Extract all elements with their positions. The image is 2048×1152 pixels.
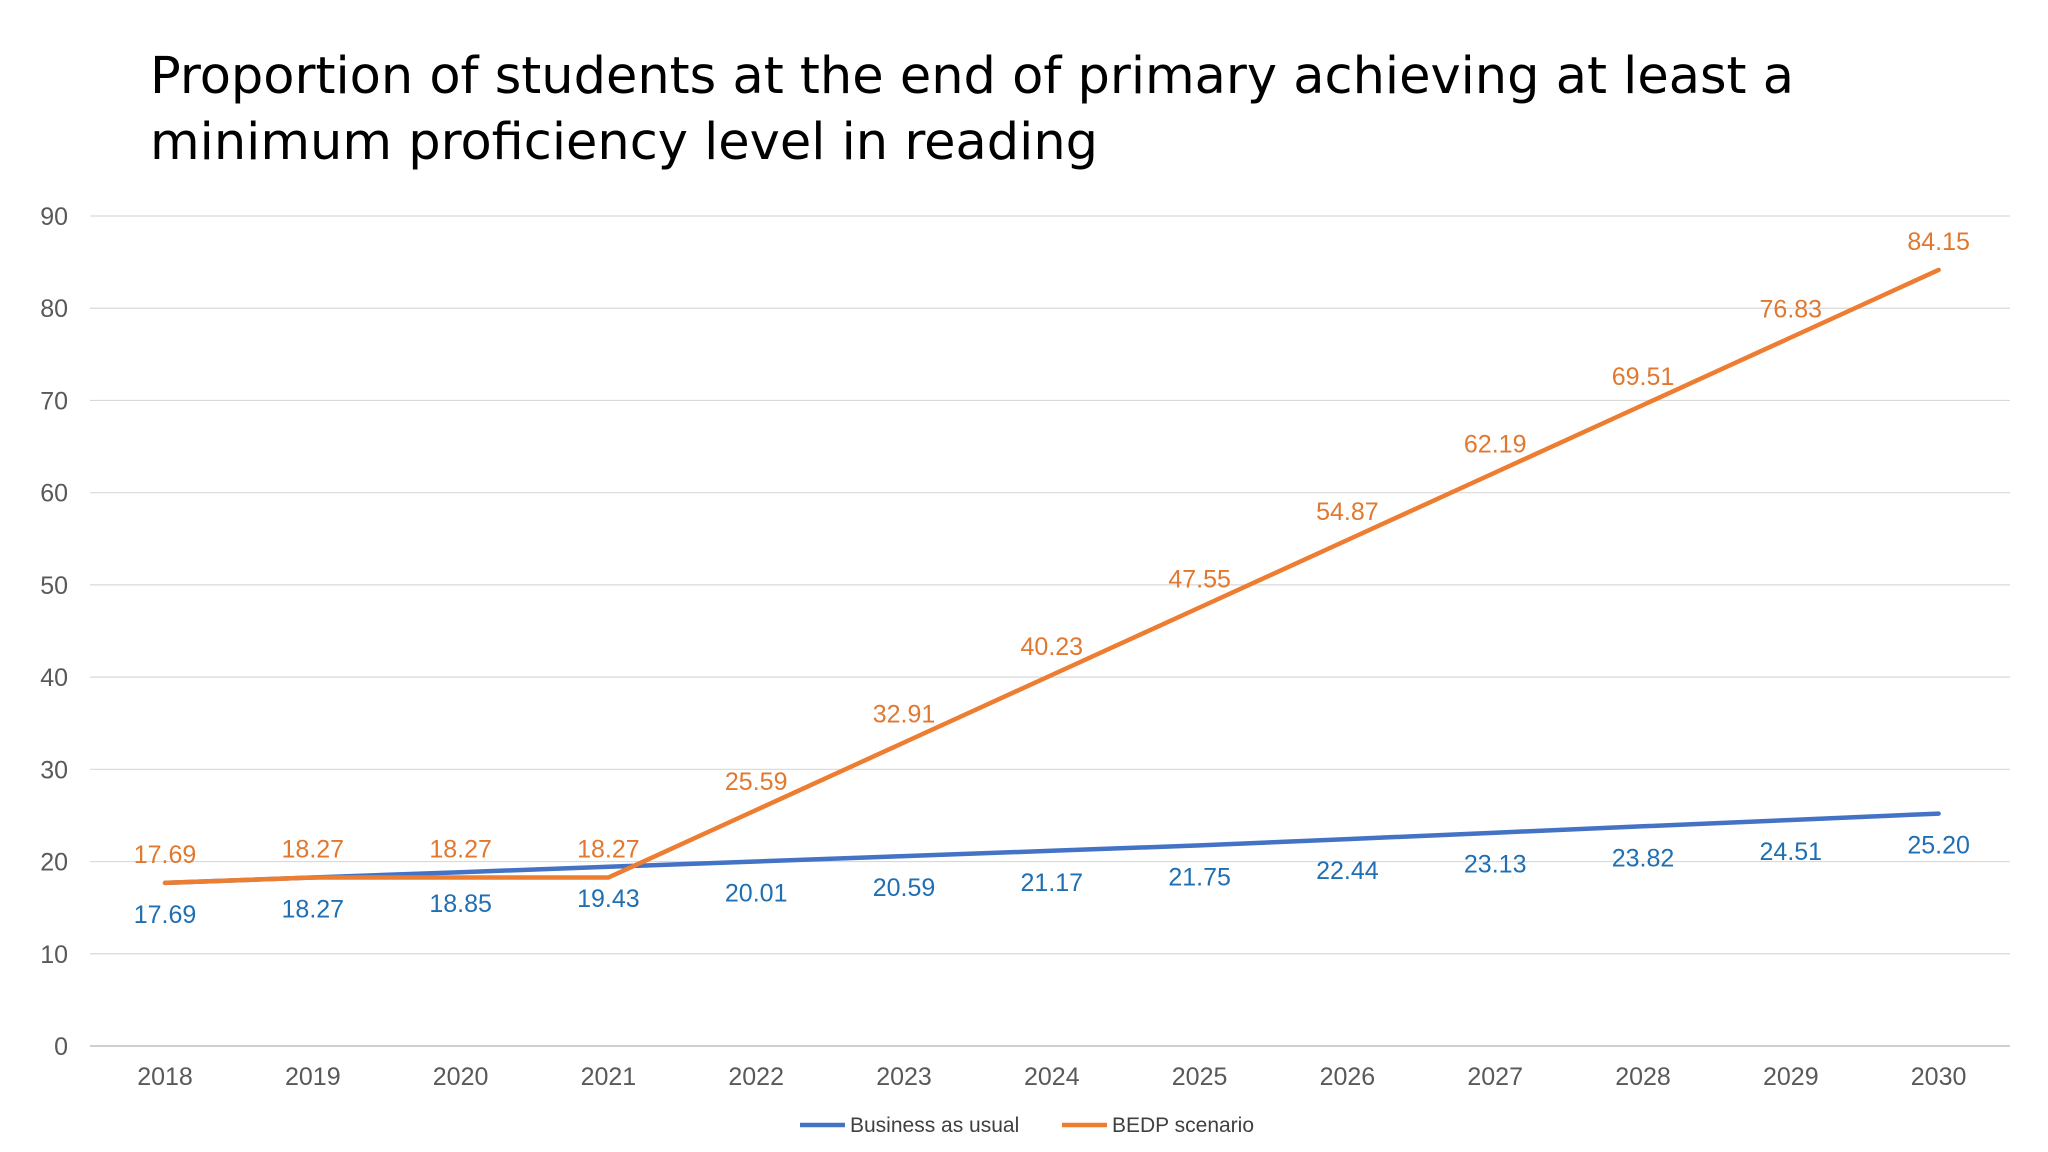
x-tick-label: 2026: [1320, 1063, 1376, 1091]
legend-label: Business as usual: [850, 1114, 1019, 1137]
data-label: 23.82: [1612, 844, 1675, 872]
data-label: 21.75: [1168, 863, 1231, 891]
chart-title: Proportion of students at the end of pri…: [150, 44, 1950, 176]
x-tick-label: 2023: [876, 1063, 932, 1091]
data-label: 62.19: [1464, 430, 1527, 458]
gridlines: [90, 215, 2010, 1047]
chart-title-line-1: Proportion of students at the end of pri…: [150, 47, 1795, 106]
x-axis-tick-labels: 2018 2019 2020 2021 2022 2023 2024 2025 2026 2027…: [137, 1063, 1966, 1091]
y-tick-label: 10: [40, 941, 68, 969]
data-label: 25.20: [1907, 832, 1970, 860]
x-tick-label: 2029: [1763, 1063, 1819, 1091]
chart-title-line-2: minimum proficiency level in reading: [150, 113, 1099, 172]
y-tick-label: 80: [40, 295, 68, 323]
data-label: 23.13: [1464, 851, 1527, 879]
legend-label: BEDP scenario: [1112, 1114, 1254, 1137]
data-label: 17.69: [134, 901, 197, 929]
data-label: 18.27: [429, 836, 492, 864]
x-tick-label: 2018: [137, 1063, 193, 1091]
data-label: 25.59: [725, 768, 788, 796]
data-label: 18.85: [429, 890, 492, 918]
data-label: 24.51: [1760, 838, 1823, 866]
data-label: 76.83: [1760, 295, 1823, 323]
x-tick-label: 2020: [433, 1063, 489, 1091]
data-label: 20.59: [873, 874, 936, 902]
data-label: 18.27: [282, 836, 345, 864]
x-tick-label: 2028: [1615, 1063, 1671, 1091]
x-tick-label: 2022: [728, 1063, 784, 1091]
y-tick-label: 20: [40, 849, 68, 877]
x-tick-label: 2021: [581, 1063, 637, 1091]
data-label: 54.87: [1316, 498, 1379, 526]
data-label: 40.23: [1021, 633, 1084, 661]
data-label: 18.27: [282, 896, 345, 924]
x-tick-label: 2019: [285, 1063, 341, 1091]
data-labels: 17.69 18.27 18.85 19.43 20.01 20.59 21.17 21.75…: [134, 228, 1970, 929]
data-label: 69.51: [1612, 363, 1675, 391]
data-label: 21.17: [1021, 869, 1084, 897]
data-label: 32.91: [873, 700, 936, 728]
legend: Business as usual BEDP scenario: [800, 1114, 1254, 1137]
data-label: 19.43: [577, 885, 640, 913]
x-tick-label: 2025: [1172, 1063, 1228, 1091]
y-axis-tick-labels: 0 10 20 30 40 50 60 70 80 90: [40, 203, 68, 1061]
y-tick-label: 70: [40, 387, 68, 415]
series-lines: [162, 267, 1941, 886]
y-tick-label: 90: [40, 203, 68, 231]
x-tick-label: 2024: [1024, 1063, 1080, 1091]
y-tick-label: 0: [54, 1033, 68, 1061]
series-line-bedp-scenario: [162, 267, 1941, 886]
x-tick-label: 2030: [1911, 1063, 1967, 1091]
data-label: 17.69: [134, 841, 197, 869]
data-label: 20.01: [725, 879, 788, 907]
y-tick-label: 30: [40, 756, 68, 784]
data-label: 22.44: [1316, 857, 1379, 885]
y-tick-label: 60: [40, 480, 68, 508]
data-label: 84.15: [1907, 228, 1970, 256]
data-label: 47.55: [1168, 565, 1231, 593]
data-label: 18.27: [577, 836, 640, 864]
y-tick-label: 50: [40, 572, 68, 600]
series-line-business-as-usual: [162, 811, 1941, 886]
x-tick-label: 2027: [1467, 1063, 1523, 1091]
y-tick-label: 40: [40, 664, 68, 692]
